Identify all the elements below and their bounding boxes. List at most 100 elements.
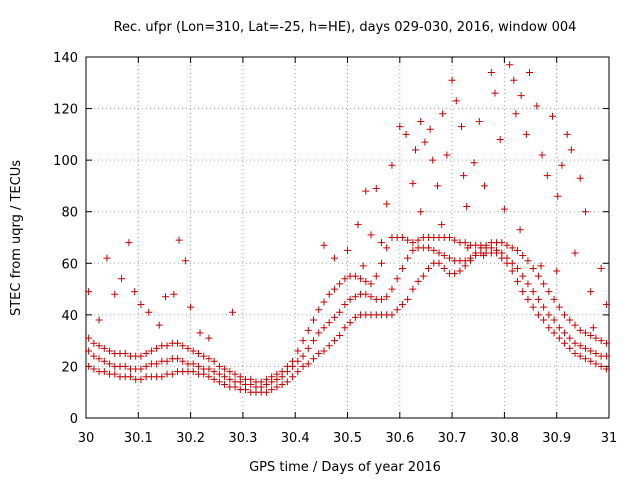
data-point [519,272,527,280]
data-point [283,362,291,370]
data-point [404,254,412,262]
data-point [168,370,176,378]
data-point [398,264,406,272]
data-point [341,301,349,309]
data-point [163,342,171,350]
data-point [545,324,553,332]
data-point [210,357,218,365]
data-point [273,383,281,391]
data-point [320,241,328,249]
data-point [602,352,610,360]
x-tick-label: 31 [601,431,618,446]
data-point [90,365,98,373]
y-tick-label: 20 [61,360,78,375]
data-point [398,301,406,309]
data-point [315,350,323,358]
data-point [602,301,610,309]
data-point [561,339,569,347]
data-point [377,259,385,267]
data-point [174,355,182,363]
data-point [470,159,478,167]
data-point [320,347,328,355]
data-point [155,321,163,329]
data-point [451,236,459,244]
data-point [179,342,187,350]
data-point [184,344,192,352]
data-point [106,360,114,368]
data-point [524,280,532,288]
data-point [545,311,553,319]
data-point [438,221,446,229]
data-point [388,161,396,169]
data-point [336,331,344,339]
data-point [273,370,281,378]
data-point [315,329,323,337]
data-point [341,324,349,332]
data-point [456,267,464,275]
data-point [581,208,589,216]
data-point [357,275,365,283]
x-tick-label: 30.6 [385,431,414,446]
data-point [278,368,286,376]
data-point [461,239,469,247]
data-point [210,368,218,376]
data-point [597,264,605,272]
data-point [487,68,495,76]
data-point [367,231,375,239]
data-point [498,239,506,247]
data-point [377,239,385,247]
y-axis-label: STEC from uqrg / TECUs [9,160,24,316]
data-point [388,285,396,293]
data-point [414,236,422,244]
data-point [571,350,579,358]
y-tick-label: 120 [53,103,78,118]
data-point [458,123,466,131]
data-point [111,370,119,378]
data-point [299,337,307,345]
data-point [121,350,129,358]
data-point [581,329,589,337]
data-point [555,303,563,311]
data-point [435,259,443,267]
data-point [540,303,548,311]
data-point [571,249,579,257]
data-point [137,352,145,360]
data-point [461,257,469,265]
data-point [451,270,459,278]
data-point [189,360,197,368]
data-point [362,187,370,195]
data-point [362,290,370,298]
data-point [419,272,427,280]
data-point [100,357,108,365]
data-point [299,352,307,360]
data-point [445,254,453,262]
data-point [126,373,134,381]
data-point [508,259,516,267]
data-point [283,378,291,386]
data-point [592,350,600,358]
data-point [351,293,359,301]
data-point [304,326,312,334]
data-point [346,319,354,327]
data-point [516,226,524,234]
y-tick-label: 0 [70,412,78,427]
data-point [561,311,569,319]
data-point [549,112,557,120]
data-point [226,375,234,383]
data-point [421,138,429,146]
data-point [210,375,218,383]
data-point [503,254,511,262]
chart-title: Rec. ufpr (Lon=310, Lat=-25, h=HE), days… [114,20,577,35]
data-point [145,308,153,316]
data-point [325,319,333,327]
data-point [587,357,595,365]
data-point [440,264,448,272]
data-point [383,293,391,301]
data-point [330,337,338,345]
grid [86,57,609,418]
x-tick-label: 30.2 [176,431,205,446]
data-point [581,355,589,363]
data-point [576,342,584,350]
data-point [561,329,569,337]
data-point [587,331,595,339]
